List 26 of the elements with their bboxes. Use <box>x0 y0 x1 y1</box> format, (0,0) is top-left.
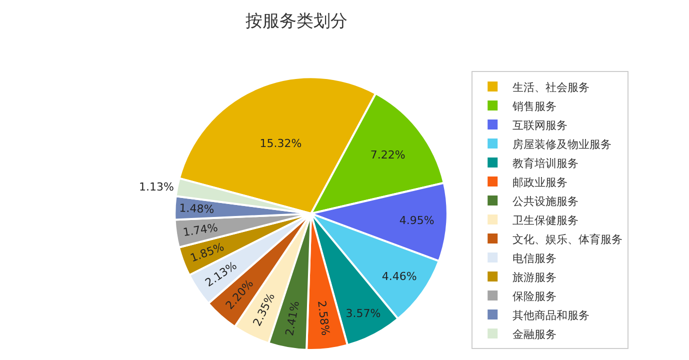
data-label: 4.46% <box>382 270 417 283</box>
data-label: 1.13% <box>139 180 174 194</box>
legend-label: 旅游服务 <box>512 270 557 284</box>
legend-label: 其他商品和服务 <box>512 308 590 322</box>
legend-label: 邮政业服务 <box>512 176 568 189</box>
legend-label: 电信服务 <box>512 252 557 265</box>
data-label: 4.95% <box>399 214 434 227</box>
legend-label: 金融服务 <box>512 328 557 341</box>
legend-label: 教育培训服务 <box>512 156 579 170</box>
legend-label: 房屋装修及物业服务 <box>512 138 612 151</box>
legend-label: 互联网服务 <box>512 118 568 132</box>
legend-label: 文化、娱乐、体育服务 <box>512 232 623 246</box>
data-label: 1.48% <box>179 202 214 216</box>
legend-label: 公共设施服务 <box>512 194 579 208</box>
data-label: 15.32% <box>260 136 302 150</box>
data-label: 1.85% <box>188 240 226 265</box>
legend-label: 销售服务 <box>512 100 557 113</box>
legend-label: 保险服务 <box>512 290 557 303</box>
data-label: 3.57% <box>346 307 381 320</box>
data-label: 1.74% <box>182 221 219 240</box>
legend-label: 卫生保健服务 <box>512 214 579 227</box>
data-label: 2.41% <box>283 300 302 337</box>
data-label: 7.22% <box>370 148 406 162</box>
chart-title: 按服务类划分 <box>245 11 348 32</box>
data-label: 2.58% <box>314 300 332 336</box>
legend-label: 生活、社会服务 <box>512 80 590 94</box>
